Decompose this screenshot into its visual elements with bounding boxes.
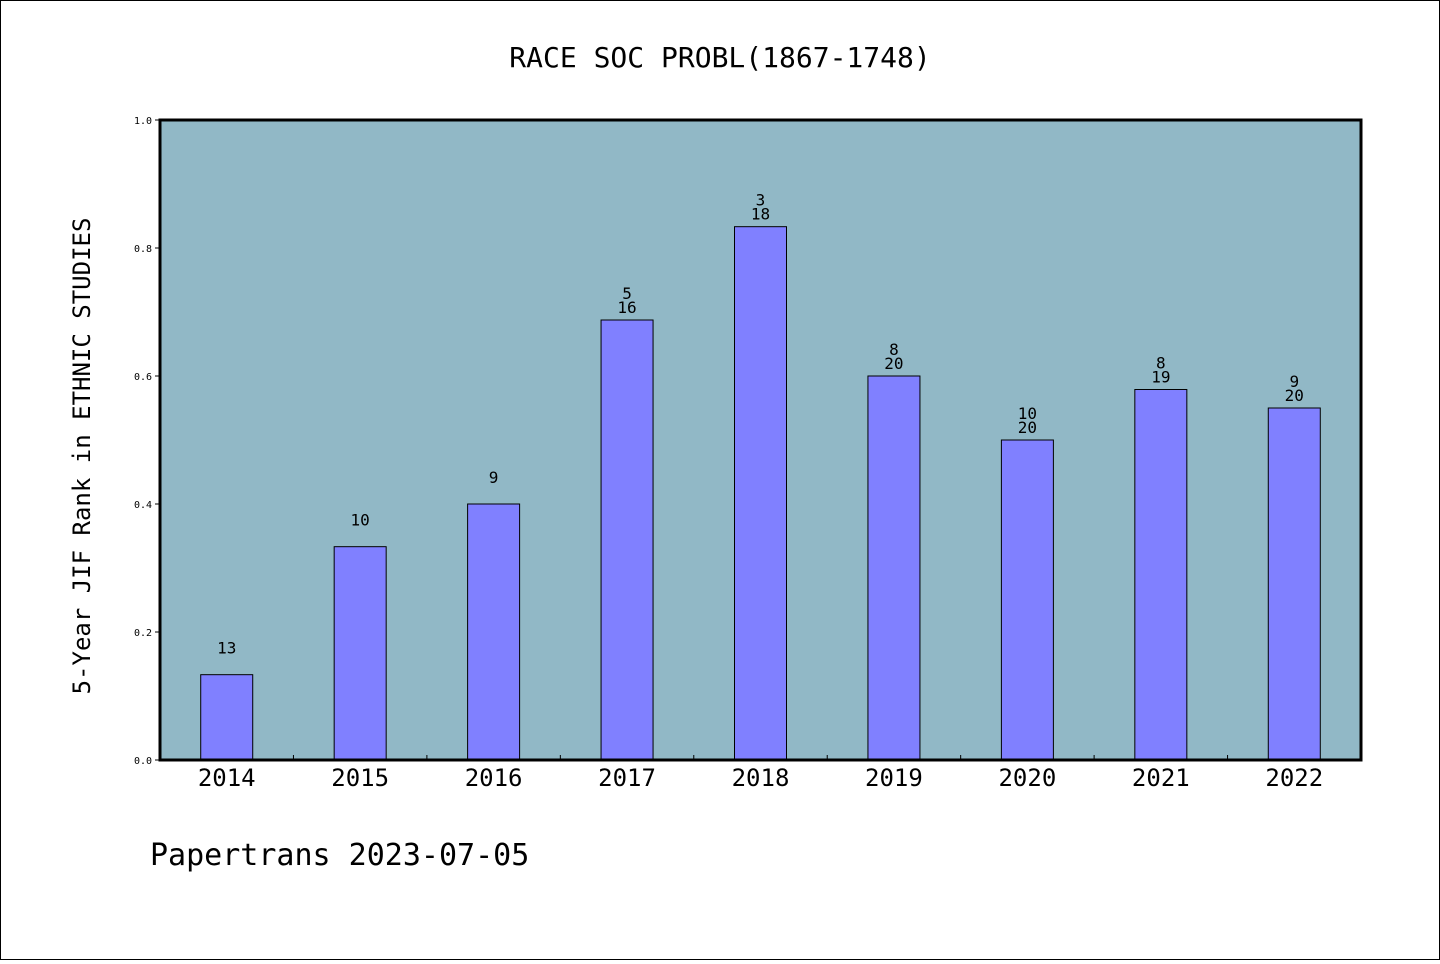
bar-2014: [200, 674, 254, 761]
bar-label-2021-0: 8: [1156, 354, 1166, 373]
bar-label-2019-0: 8: [889, 340, 899, 359]
x-tick-label-2014: 2014: [198, 764, 256, 792]
bar-2016: [467, 503, 521, 761]
x-tick-label-2017: 2017: [598, 764, 656, 792]
y-tick-label-0.4: 0.4: [134, 500, 152, 511]
y-axis-label: 5-Year JIF Rank in ETHNIC STUDIES: [68, 218, 96, 695]
bar-label-2022-0: 9: [1289, 372, 1299, 391]
bar-label-2022-1: 20: [1285, 386, 1304, 405]
bar-2020: [1000, 439, 1054, 761]
plot-border: [158, 118, 1363, 762]
bar-label-2016-0: 9: [489, 468, 499, 487]
bar-2021: [1134, 389, 1188, 761]
y-axis-ticks: 0.0 0.2 0.4 0.6 0.8 1.0: [134, 116, 160, 767]
y-tick-label-1.0: 1.0: [134, 116, 152, 127]
bar-2022: [1267, 407, 1321, 761]
bar-label-2017-0: 5: [622, 284, 632, 303]
bars-group: [200, 226, 1321, 761]
bar-label-2018-0: 3: [756, 191, 766, 210]
bar-2017: [600, 319, 654, 761]
bar-label-2014-0: 13: [217, 639, 236, 658]
bar-label-2020-1: 20: [1018, 418, 1037, 437]
bar-label-2019-1: 20: [884, 354, 903, 373]
bar-label-2017-1: 16: [617, 298, 636, 317]
bar-2015: [333, 546, 387, 761]
bar-label-2018-1: 18: [751, 205, 770, 224]
x-tick-label-2016: 2016: [465, 764, 523, 792]
x-tick-label-2021: 2021: [1132, 764, 1190, 792]
y-tick-label-0.6: 0.6: [134, 372, 152, 383]
footer-credit: Papertrans 2023-07-05: [150, 838, 529, 873]
y-tick-label-0.2: 0.2: [134, 628, 152, 639]
x-tick-label-2015: 2015: [331, 764, 389, 792]
x-axis-ticks: 2014 2015 2016 2017 2018 2019 2020 2021 2022: [198, 755, 1323, 792]
x-tick-label-2018: 2018: [732, 764, 790, 792]
y-tick-label-0.8: 0.8: [134, 244, 152, 255]
bar-label-2020-0: 10: [1018, 404, 1037, 423]
bar-2018: [734, 226, 787, 761]
bar-label-2015-0: 10: [351, 511, 370, 530]
y-tick-label-0.0: 0.0: [134, 756, 152, 767]
bar-2019: [867, 375, 921, 761]
chart-title: RACE SOC PROBL(1867-1748): [509, 41, 930, 74]
x-tick-label-2022: 2022: [1265, 764, 1323, 792]
bar-label-2021-1: 19: [1151, 368, 1170, 387]
x-tick-label-2019: 2019: [865, 764, 923, 792]
x-tick-label-2020: 2020: [998, 764, 1056, 792]
